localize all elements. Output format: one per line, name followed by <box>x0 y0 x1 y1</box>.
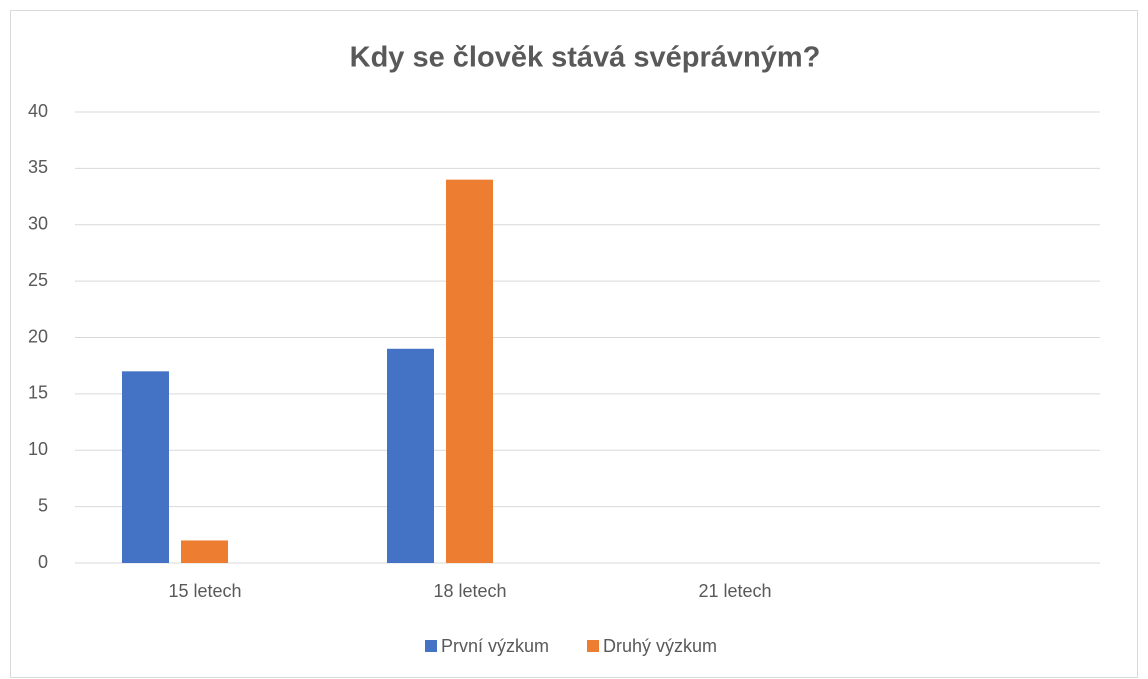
y-tick-label: 15 <box>28 383 48 403</box>
bar <box>122 371 169 563</box>
legend-swatch <box>587 640 599 652</box>
bar <box>387 348 434 563</box>
y-tick-label: 10 <box>28 439 48 459</box>
y-tick-label: 0 <box>38 552 48 572</box>
legend-label: První výzkum <box>441 636 549 656</box>
y-tick-label: 25 <box>28 270 48 290</box>
legend-label: Druhý výzkum <box>603 636 717 656</box>
y-tick-label: 20 <box>28 326 48 346</box>
bar <box>446 179 493 563</box>
chart-frame <box>10 10 1138 678</box>
legend-swatch <box>425 640 437 652</box>
x-tick-label: 18 letech <box>433 581 506 601</box>
y-tick-label: 5 <box>38 495 48 515</box>
chart-title: Kdy se člověk stává svéprávným? <box>350 42 821 74</box>
y-tick-label: 30 <box>28 214 48 234</box>
bar <box>181 540 228 563</box>
x-tick-label: 15 letech <box>168 581 241 601</box>
x-tick-label: 21 letech <box>698 581 771 601</box>
y-tick-label: 40 <box>28 101 48 121</box>
y-tick-label: 35 <box>28 157 48 177</box>
